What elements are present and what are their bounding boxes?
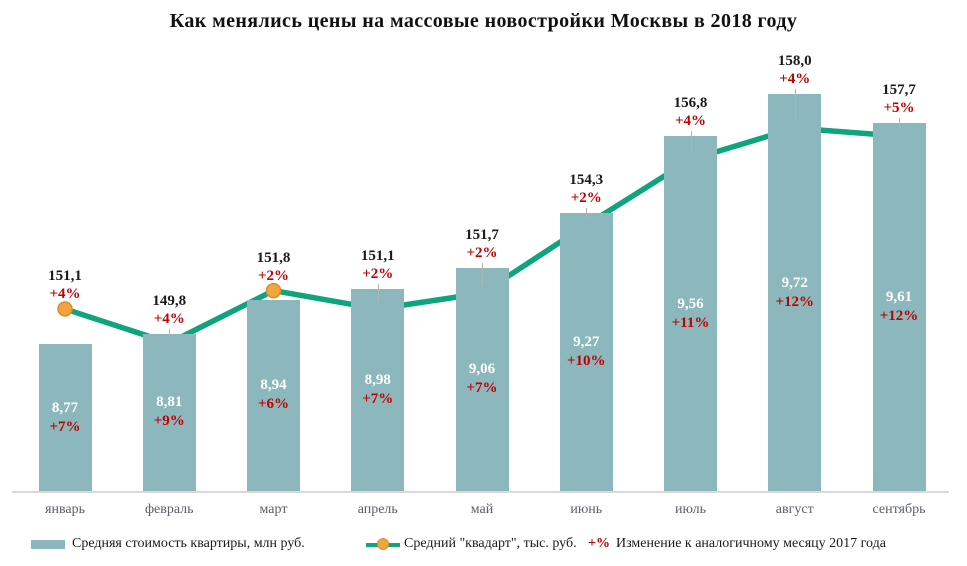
bar-value: 8,98 <box>364 372 391 388</box>
line-value: 151,1 <box>360 248 395 265</box>
bar-value-label-январь: 8,77 +7% <box>20 399 110 437</box>
month-label-май: май <box>470 502 494 517</box>
line-value-label-январь: 151,1 +4% <box>17 267 113 303</box>
plot-area: 8,77 +7% 151,1 +4% январь 8,81 +9% 149,8 +4% февр… <box>12 52 949 517</box>
label-leader-февраль <box>169 328 171 336</box>
bar-value-label-май: 9,06 +7% <box>437 360 527 398</box>
line-value-label-февраль: 149,8 +4% <box>121 292 217 328</box>
bar-value-label-август: 9,72 +12% <box>750 274 840 312</box>
month-label-сентябрь: сентябрь <box>872 502 926 517</box>
line-marker-icon <box>377 537 389 550</box>
legend-bar-label: Средняя стоимость квартиры, млн руб. <box>72 536 305 551</box>
bar-value-label-сентябрь: 9,61 +12% <box>854 288 944 326</box>
bar-июль <box>664 136 717 491</box>
bar-change: +7% <box>49 418 81 435</box>
line-value: 157,7 <box>882 82 916 99</box>
line-swatch-icon <box>366 537 400 551</box>
legend-item-sqm-price: Средний "квадарт", тыс. руб. <box>366 536 577 552</box>
label-leader-сентябрь <box>899 118 900 129</box>
legend-line-label: Средний "квадарт", тыс. руб. <box>404 536 577 551</box>
bar-change: +10% <box>566 352 606 369</box>
line-value-label-май: 151,7 +2% <box>434 226 530 262</box>
line-value: 156,8 <box>673 95 708 112</box>
line-change: +2% <box>257 267 290 284</box>
line-change: +4% <box>153 310 185 327</box>
bar-change: +6% <box>257 396 290 413</box>
bar-value: 9,06 <box>468 361 496 378</box>
bar-value: 9,56 <box>677 295 704 312</box>
bar-январь <box>38 344 92 491</box>
bar-февраль <box>142 333 196 491</box>
line-value-label-апрель: 151,1 +2% <box>330 247 426 283</box>
bar-июнь <box>559 212 613 491</box>
chart-title: Как менялись цены на массовые новостройк… <box>169 10 798 32</box>
line-change: +4% <box>779 71 811 88</box>
bar-value-label-апрель: 8,98 +7% <box>333 371 423 409</box>
bar-август <box>768 94 822 491</box>
month-label-апрель: апрель <box>357 502 398 517</box>
month-label-январь: январь <box>45 502 85 517</box>
line-value-label-март: 151,8 +2% <box>226 249 322 285</box>
bar-март <box>247 299 300 491</box>
bar-change: +7% <box>466 380 498 397</box>
x-axis-line <box>12 491 949 493</box>
line-value: 149,8 <box>152 292 187 309</box>
month-label-февраль: февраль <box>144 502 194 517</box>
label-leader-август <box>794 89 796 122</box>
line-value: 158,0 <box>777 53 812 70</box>
bar-value: 9,72 <box>781 274 808 291</box>
bar-value-label-июль: 9,56 +11% <box>646 295 736 333</box>
line-change: +2% <box>570 189 602 206</box>
line-change: +2% <box>466 244 498 261</box>
label-leader-апрель <box>377 284 379 302</box>
month-label-март: март <box>259 502 288 517</box>
label-leader-июль <box>690 131 692 153</box>
month-label-июнь: июнь <box>570 502 603 517</box>
bar-value-label-июнь: 9,27 +10% <box>541 333 631 371</box>
label-leader-июнь <box>586 207 588 219</box>
bar-value: 9,27 <box>573 333 600 350</box>
bar-сентябрь <box>872 123 926 491</box>
legend-item-change-note: +% Изменение к аналогичному месяцу 2017 … <box>588 536 886 552</box>
month-label-август: август <box>775 502 814 517</box>
legend-item-apartment-cost: Средняя стоимость квартиры, млн руб. <box>31 536 305 552</box>
line-marker-март <box>265 282 282 299</box>
line-value: 151,7 <box>465 226 499 243</box>
line-value-label-сентябрь: 157,7 +5% <box>851 81 947 117</box>
label-leader-май <box>482 262 483 287</box>
line-value-label-июнь: 154,3 +2% <box>538 171 634 207</box>
bar-value-label-февраль: 8,81 +9% <box>124 393 214 431</box>
bar-swatch-icon <box>31 539 65 549</box>
bar-change: +12% <box>775 293 815 310</box>
line-value-label-август: 158,0 +4% <box>747 52 843 88</box>
line-change: +4% <box>49 285 81 302</box>
bar-value: 8,81 <box>156 394 183 411</box>
bar-апрель <box>351 289 405 491</box>
bar-change: +12% <box>879 308 919 325</box>
bar-change: +9% <box>153 413 185 430</box>
line-value-label-июль: 156,8 +4% <box>643 94 739 130</box>
line-value: 151,1 <box>48 267 82 284</box>
bar-value: 8,94 <box>260 377 287 394</box>
bar-change: +7% <box>362 391 394 407</box>
line-value: 154,3 <box>569 171 604 188</box>
line-marker-январь <box>57 301 73 317</box>
bar-value: 9,61 <box>885 289 913 306</box>
legend-note-text: Изменение к аналогичному месяцу 2017 год… <box>615 536 886 551</box>
line-change: +5% <box>883 100 915 117</box>
line-change: +2% <box>362 266 394 283</box>
month-label-июль: июль <box>675 502 706 517</box>
line-value: 151,8 <box>256 249 291 266</box>
legend-note-prefix: +% <box>588 536 610 551</box>
legend: Средняя стоимость квартиры, млн руб. Сре… <box>0 536 967 560</box>
bar-май <box>455 267 509 491</box>
bar-change: +11% <box>671 314 710 331</box>
line-change: +4% <box>674 113 707 130</box>
bar-value-label-март: 8,94 +6% <box>229 376 319 414</box>
bar-value: 8,77 <box>51 399 79 416</box>
